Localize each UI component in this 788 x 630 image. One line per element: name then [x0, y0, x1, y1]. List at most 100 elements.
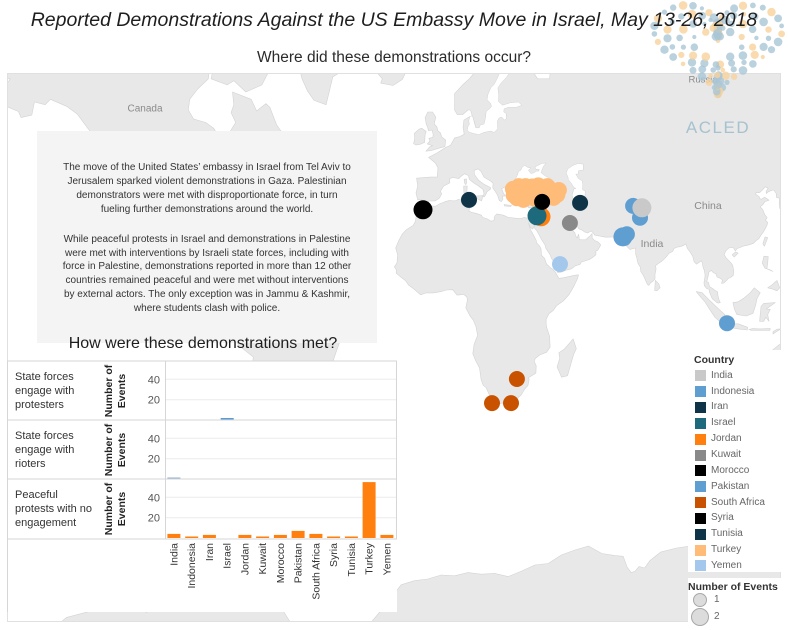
- legend-label: Tunisia: [711, 528, 743, 540]
- legend-swatch-icon: [695, 401, 706, 413]
- landmass-borneo: [732, 287, 761, 317]
- category-label-jordan: Jordan: [240, 543, 252, 575]
- intro-line: countries remained peaceful and were met…: [65, 275, 349, 287]
- legend-swatch-icon: [695, 560, 706, 572]
- intro-line: force in Palestine, demonstrations repor…: [62, 261, 352, 273]
- landmass-afro-eurasia: [394, 73, 781, 407]
- legend-swatch-icon: [695, 497, 706, 508]
- legend-item-yemen[interactable]: Yemen: [695, 560, 742, 572]
- landmass-corsica: [463, 178, 467, 185]
- bar-peaceful-protests-with-no-engagement-yemen[interactable]: [380, 534, 394, 538]
- legend-item-south-africa[interactable]: South Africa: [695, 497, 765, 509]
- logo-dot: [765, 35, 772, 41]
- legend-swatch-icon: [695, 465, 706, 477]
- legend-swatch-icon: [695, 417, 706, 429]
- chart-title: How were these demonstrations met?: [68, 335, 338, 352]
- legend-item-indonesia[interactable]: Indonesia: [695, 386, 754, 398]
- bar-peaceful-protests-with-no-engagement-india[interactable]: [167, 533, 181, 538]
- map-marker-israel[interactable]: [527, 206, 547, 226]
- map-marker-iran[interactable]: [572, 194, 589, 211]
- y-axis-title: Number of Events: [103, 423, 128, 476]
- bar-peaceful-protests-with-no-engagement-jordan[interactable]: [238, 534, 252, 538]
- logo-dot: [710, 67, 716, 73]
- intro-line: fueling further demonstrations around th…: [100, 203, 314, 215]
- logo-dot: [692, 34, 697, 40]
- landmass-ireland: [413, 128, 427, 146]
- bar-peaceful-protests-with-no-engagement-south-africa[interactable]: [309, 533, 323, 538]
- logo-dot: [773, 37, 783, 47]
- legend-item-tunisia[interactable]: Tunisia: [695, 528, 743, 540]
- legend-label: Turkey: [711, 544, 742, 555]
- bar-peaceful-protests-with-no-engagement-indonesia[interactable]: [185, 536, 199, 539]
- legend-swatch-icon: [695, 370, 706, 382]
- logo-dot: [716, 32, 724, 41]
- chart-panel-background: [7, 361, 397, 612]
- bar-peaceful-protests-with-no-engagement-tunisia[interactable]: [344, 536, 358, 539]
- size-legend-label: 1: [714, 594, 720, 605]
- map-label-canada: Canada: [127, 103, 163, 115]
- map-marker-south-africa[interactable]: [508, 371, 525, 387]
- legend-item-israel[interactable]: Israel: [695, 417, 735, 429]
- y-tick-label: 20: [148, 395, 160, 407]
- row-label-text: Peaceful protests with no engagement: [15, 488, 93, 529]
- bar-peaceful-protests-with-no-engagement-turkey[interactable]: [362, 482, 376, 538]
- map-marker-indonesia[interactable]: [719, 315, 735, 332]
- intro-line: The move of the United States’ embassy i…: [63, 162, 351, 173]
- logo-dot: [713, 31, 723, 41]
- category-label-yemen: Yemen: [382, 543, 394, 575]
- legend-item-iran[interactable]: Iran: [695, 401, 728, 413]
- row-label-state-forces-engage-with-protesters: State forces engage with protesters: [15, 361, 97, 420]
- bar-state-forces-engage-with-rioters-india[interactable]: [167, 477, 181, 480]
- intro-line: were met with interventions by Israeli s…: [64, 247, 349, 259]
- map-marker-india[interactable]: [632, 198, 652, 218]
- map-marker-south-africa[interactable]: [503, 395, 519, 412]
- category-label-south-africa: South Africa: [311, 543, 323, 600]
- logo-dot: [676, 34, 683, 42]
- landmass-taiwan: [762, 236, 768, 247]
- bar-peaceful-protests-with-no-engagement-pakistan[interactable]: [291, 530, 305, 538]
- legend-label: Iran: [711, 401, 729, 413]
- intro-paragraph: While peaceful protests in Israel and de…: [37, 233, 377, 316]
- legend-label: Syria: [711, 512, 734, 524]
- y-tick-label: 40: [148, 374, 160, 386]
- logo-dot: [730, 66, 737, 73]
- map-subtitle: Where did these demonstrations occur?: [257, 49, 531, 66]
- map-marker-south-africa[interactable]: [484, 395, 500, 412]
- intro-line: demonstrators were met with disproportio…: [76, 189, 338, 201]
- size-legend-symbols: [691, 593, 709, 626]
- y-axis-title: Number of Events: [103, 482, 128, 535]
- map-marker-morocco[interactable]: [413, 200, 433, 220]
- map-marker-pakistan[interactable]: [613, 227, 633, 247]
- bar-peaceful-protests-with-no-engagement-kuwait[interactable]: [256, 536, 270, 539]
- row-label-peaceful-protests-with-no-engagement: Peaceful protests with no engagement: [15, 479, 97, 538]
- bar-state-forces-engage-with-protesters-israel[interactable]: [220, 418, 234, 420]
- legend-item-india[interactable]: India: [695, 370, 733, 382]
- intro-paragraph: The move of the United States’ embassy i…: [37, 161, 377, 217]
- legend-item-kuwait[interactable]: Kuwait: [695, 449, 741, 461]
- row-label-text: State forces engage with protesters: [15, 370, 75, 411]
- category-label-india: India: [169, 543, 181, 566]
- category-label-iran: Iran: [204, 543, 216, 561]
- legend-item-morocco[interactable]: Morocco: [695, 465, 749, 477]
- bar-peaceful-protests-with-no-engagement-iran[interactable]: [202, 534, 216, 538]
- map-marker-syria[interactable]: [534, 193, 551, 210]
- legend-item-jordan[interactable]: Jordan: [695, 433, 742, 445]
- logo-dot: [754, 35, 759, 41]
- landmass-sulawesi: [759, 302, 776, 322]
- map-marker-tunisia[interactable]: [461, 191, 477, 208]
- map-marker-turkey[interactable]: [550, 182, 567, 198]
- map-marker-yemen[interactable]: [552, 256, 568, 273]
- legend-item-pakistan[interactable]: Pakistan: [695, 481, 749, 493]
- logo-dot: [663, 34, 672, 43]
- category-label-morocco: Morocco: [275, 543, 287, 583]
- bar-peaceful-protests-with-no-engagement-syria[interactable]: [327, 536, 341, 539]
- legend-item-turkey[interactable]: Turkey: [695, 544, 741, 556]
- landmass-sardinia: [463, 185, 468, 194]
- legend-item-syria[interactable]: Syria: [695, 512, 734, 524]
- landmass-great-britain: [424, 111, 446, 152]
- landmass-crete: [503, 204, 512, 207]
- legend-swatch-icon: [695, 386, 706, 397]
- map-marker-kuwait[interactable]: [561, 215, 578, 231]
- bar-peaceful-protests-with-no-engagement-morocco[interactable]: [273, 534, 287, 538]
- category-label-indonesia: Indonesia: [186, 543, 198, 589]
